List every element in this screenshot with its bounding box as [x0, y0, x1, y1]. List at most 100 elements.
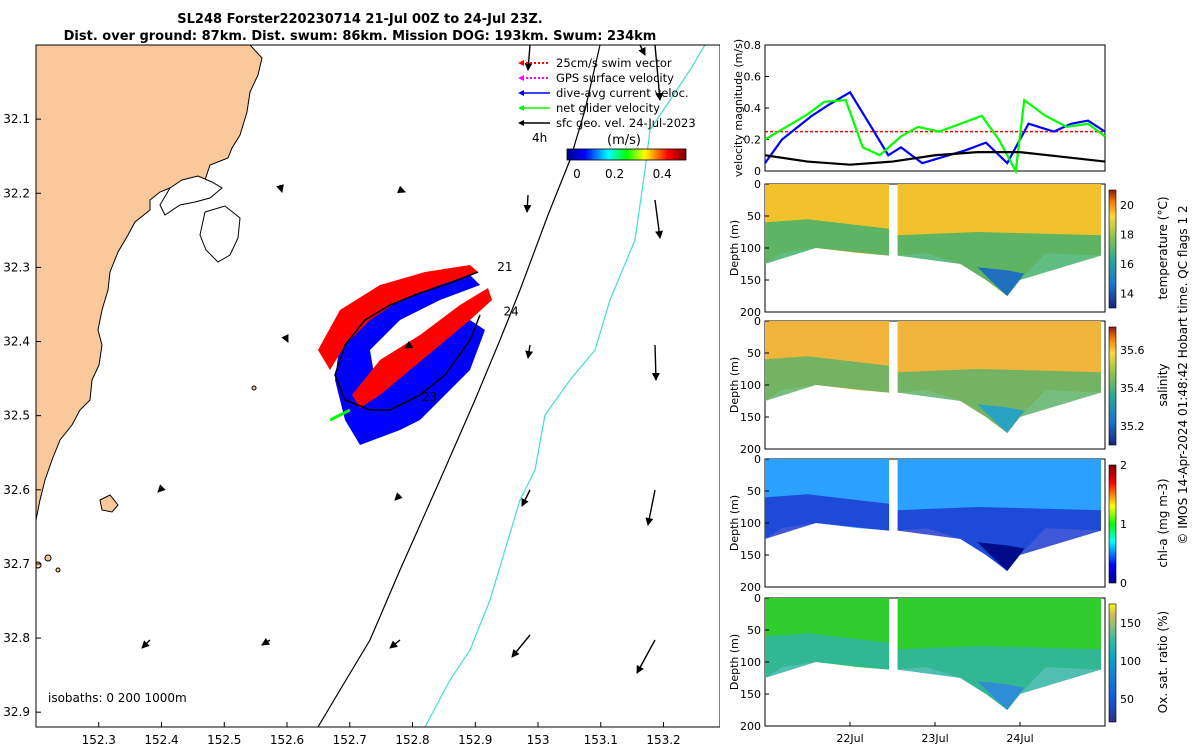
time-tick-label-1: 23Jul [921, 732, 948, 745]
swim-vector-band-south [352, 288, 492, 408]
chla-depth-tick-label-4: 200 [740, 581, 761, 594]
map-x-tick-label-8: 153.1 [584, 733, 618, 747]
oxygen-colorbar [1108, 603, 1117, 723]
geo-vector-arrow-2 [523, 194, 532, 213]
map-x-tick-label-3: 152.6 [270, 733, 304, 747]
day-label-23: 23 [422, 390, 437, 404]
geo-vector-arrow-18 [404, 340, 414, 349]
map-x-tick-label-7: 153 [527, 733, 550, 747]
geo-vector-arrow-8 [281, 333, 289, 343]
map-x-tick-label-5: 152.8 [395, 733, 429, 747]
map-y-tick-label-7: 32.8 [3, 631, 30, 645]
geo-vector-arrow-13 [141, 639, 151, 649]
oxygen-depth-tick-label-1: 50 [747, 624, 761, 637]
velocity-y-tick-label-4: 0.8 [744, 39, 762, 52]
glider-track [334, 271, 481, 411]
chla-colorbar-label: chl-a (mg m-3) [1156, 478, 1170, 567]
temperature-depth-tick-label-0: 0 [754, 178, 761, 191]
salinity-depth-tick-label-0: 0 [754, 315, 761, 328]
island-large [99, 494, 119, 513]
colorbar-tick-label-0: 0 [573, 167, 581, 181]
oxygen-panel: 0 50 100 150 200 Depth (m) 50 100 150 Ox. sat. ra… [728, 592, 1170, 733]
velocity-series-3 [764, 151, 1106, 166]
map-y-tick-label-8: 32.9 [3, 705, 30, 719]
map-x-tick-label-9: 153.2 [646, 733, 680, 747]
oxygen-colorbar-tick-label-0: 50 [1120, 693, 1134, 706]
chla-panel: 0 50 100 150 200 Depth (m) 0 1 2 chl-a (mg m-3) [728, 453, 1170, 594]
salinity-field-deep [977, 404, 1025, 433]
legend-arrowhead-2 [518, 90, 524, 96]
velocity-plot-area [764, 44, 1106, 172]
geo-vector-arrow-3 [654, 199, 664, 239]
geo-vector-arrow-5 [397, 185, 406, 194]
salinity-colorbar-tick-label-2: 35.6 [1120, 344, 1145, 357]
salinity-field-midlayer-1 [765, 356, 890, 401]
geo-vector-arrow-19 [638, 44, 646, 56]
velocity-series-2 [764, 98, 1106, 175]
geo-vector-arrow-6 [525, 344, 534, 359]
map-x-tick-label-0: 152.3 [82, 733, 116, 747]
oxygen-depth-tick-label-0: 0 [754, 592, 761, 605]
map-y-tick-label-6: 32.7 [3, 557, 30, 571]
scale-label: 4h [532, 131, 547, 145]
map-y-tick-label-4: 32.5 [3, 409, 30, 423]
legend-arrowhead-0 [518, 60, 524, 66]
time-tick-label-2: 24Jul [1006, 732, 1033, 745]
inlet [159, 175, 223, 216]
day-label-21: 21 [497, 260, 512, 274]
map-y-tick-label-3: 32.4 [3, 335, 30, 349]
temperature-colorbar-tick-label-0: 14 [1120, 287, 1134, 300]
legend-label-1: GPS surface velocity [556, 71, 674, 85]
oxygen-depth-axis-label: Depth (m) [728, 634, 741, 690]
legend-label-2: dive-avg current veloc. [556, 86, 689, 100]
geo-vector-arrow-7 [651, 344, 660, 381]
chla-colorbar-tick-label-1: 1 [1120, 518, 1127, 531]
geo-vector-arrow-14 [261, 637, 271, 646]
salinity-colorbar-tick-label-1: 35.4 [1120, 382, 1145, 395]
chla-colorbar-tick-label-2: 2 [1120, 459, 1127, 472]
geo-vector-arrow-1 [654, 44, 664, 101]
legend-label-4: sfc geo. vel. 24-Jul-2023 [556, 116, 696, 130]
time-axis: 22Jul 23Jul 24Jul [836, 722, 1034, 745]
temperature-colorbar [1108, 189, 1117, 309]
velocity-y-tick-label-3: 0.6 [744, 71, 762, 84]
salinity-depth-tick-label-4: 200 [740, 443, 761, 456]
colorbar-tick-label-2: 0.4 [653, 167, 672, 181]
map-y-tick-label-2: 32.3 [3, 260, 30, 274]
chla-depth-tick-label-2: 100 [740, 517, 761, 530]
figure-title-line-1: SL248 Forster220230714 21-Jul 00Z to 24-… [177, 12, 543, 27]
legend-arrowhead-4 [518, 120, 524, 126]
geo-vector-arrow-0 [524, 44, 533, 71]
map-y-tick-label-0: 32.1 [3, 112, 30, 126]
net-glider-velocity-arrow [329, 408, 351, 422]
salinity-depth-tick-label-2: 100 [740, 379, 761, 392]
temperature-colorbar-label: temperature (°C) [1156, 197, 1170, 300]
temperature-depth-axis-label: Depth (m) [728, 220, 741, 276]
salinity-colorbar [1108, 326, 1117, 446]
island-small-2 [55, 567, 61, 573]
colorbar-label: (m/s) [607, 133, 641, 148]
geo-vector-arrow-16 [511, 634, 531, 658]
geo-vector-arrow-11 [521, 489, 531, 507]
geo-vector-arrow-15 [389, 639, 401, 649]
oxygen-depth-tick-label-3: 150 [740, 688, 761, 701]
temperature-depth-tick-label-3: 150 [740, 274, 761, 287]
speed-colorbar [566, 148, 687, 161]
legend-label-0: 25cm/s swim vector [556, 56, 672, 70]
map-x-tick-label-1: 152.4 [144, 733, 178, 747]
isobath-1000m [424, 45, 706, 727]
chla-colorbar [1108, 464, 1117, 584]
temperature-depth-tick-label-4: 200 [740, 306, 761, 319]
island-small-4 [251, 385, 257, 391]
oxygen-field-midlayer-2 [897, 646, 1101, 710]
oxygen-colorbar-tick-label-1: 100 [1120, 655, 1141, 668]
chla-field-midlayer-1 [765, 494, 890, 539]
land-mass [36, 45, 263, 521]
chla-field-deep [977, 542, 1025, 571]
oxygen-field-midlayer-1 [765, 633, 890, 678]
map-y-tick-label-5: 32.6 [3, 483, 30, 497]
chla-colorbar-tick-label-0: 0 [1120, 577, 1127, 590]
